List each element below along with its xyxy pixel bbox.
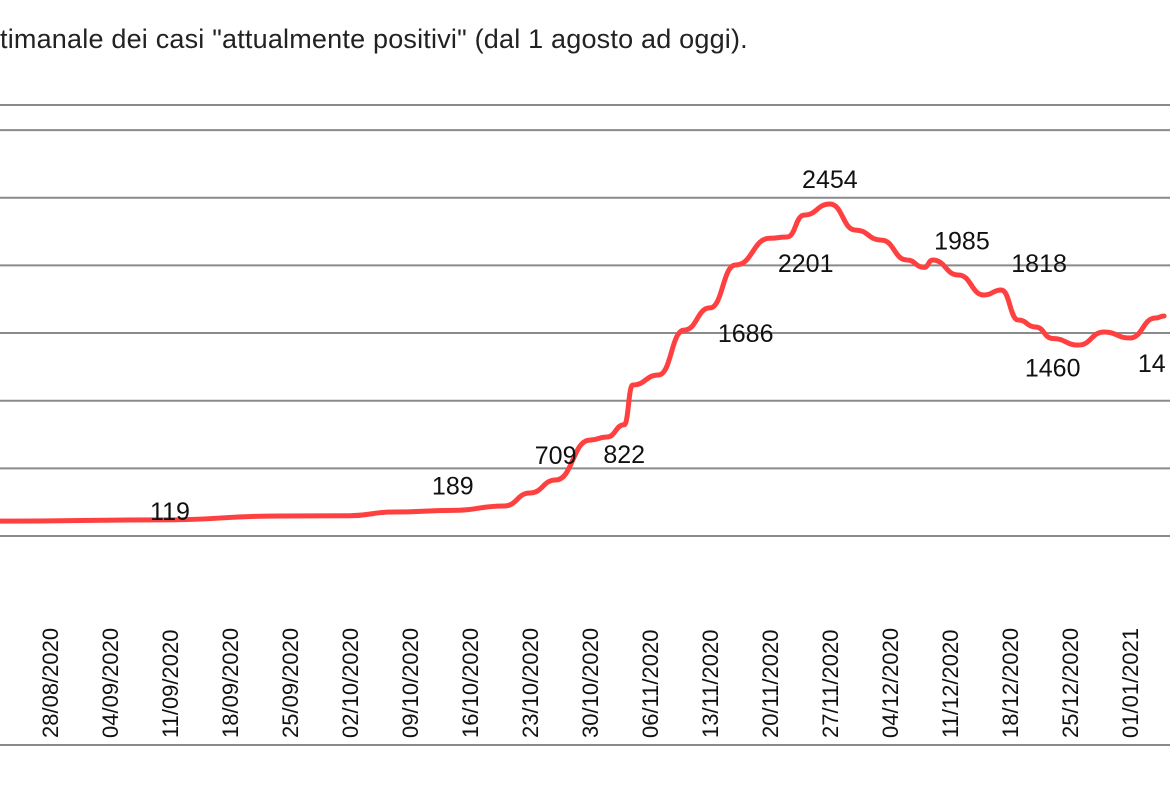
x-tick-label: 13/11/2020 [698, 630, 723, 738]
x-tick-label: 28/08/2020 [38, 628, 63, 738]
series-line [0, 201, 1167, 524]
x-tick-label: 04/09/2020 [98, 628, 123, 738]
x-tick-label: 06/11/2020 [638, 630, 663, 738]
x-axis-ticks: 21/08/2020 28/08/2020 04/09/2020 11/09/2020… [0, 628, 1143, 738]
x-tick-label: 01/01/2021 [1118, 628, 1143, 738]
x-tick-label: 18/09/2020 [218, 628, 243, 738]
data-label: 1686 [718, 320, 774, 348]
data-label: 1460 [1025, 354, 1081, 382]
data-label: 14 [1138, 350, 1166, 378]
gridlines [0, 104, 1170, 746]
x-tick-label: 11/12/2020 [938, 630, 963, 738]
x-tick-label: 11/09/2020 [158, 630, 183, 738]
x-tick-label: 04/12/2020 [878, 628, 903, 738]
data-label: 119 [150, 498, 190, 526]
x-tick-label: 23/10/2020 [518, 628, 543, 738]
data-label: 2201 [778, 250, 834, 278]
x-tick-label: 02/10/2020 [338, 628, 363, 738]
data-label: 2454 [802, 166, 858, 194]
data-labels: 119 189 709 822 1686 2201 2454 1985 1818 1460 14 [150, 166, 1166, 526]
series-line-path [0, 201, 1167, 524]
x-tick-label: 25/09/2020 [278, 628, 303, 738]
x-tick-label: 25/12/2020 [1058, 628, 1083, 738]
chart-title: timanale dei casi "attualmente positivi"… [0, 24, 748, 54]
x-tick-label: 27/11/2020 [818, 630, 843, 738]
x-tick-label: 30/10/2020 [578, 628, 603, 738]
data-label: 189 [432, 472, 474, 500]
x-tick-label: 21/08/2020 [0, 628, 3, 738]
x-tick-label: 09/10/2020 [398, 628, 423, 738]
x-tick-label: 20/11/2020 [758, 630, 783, 738]
data-label: 709 [535, 442, 577, 470]
x-tick-label: 18/12/2020 [998, 628, 1023, 738]
data-label: 822 [603, 441, 645, 469]
data-label: 1818 [1011, 250, 1067, 278]
data-label: 1985 [934, 227, 990, 255]
x-tick-label: 16/10/2020 [458, 628, 483, 738]
